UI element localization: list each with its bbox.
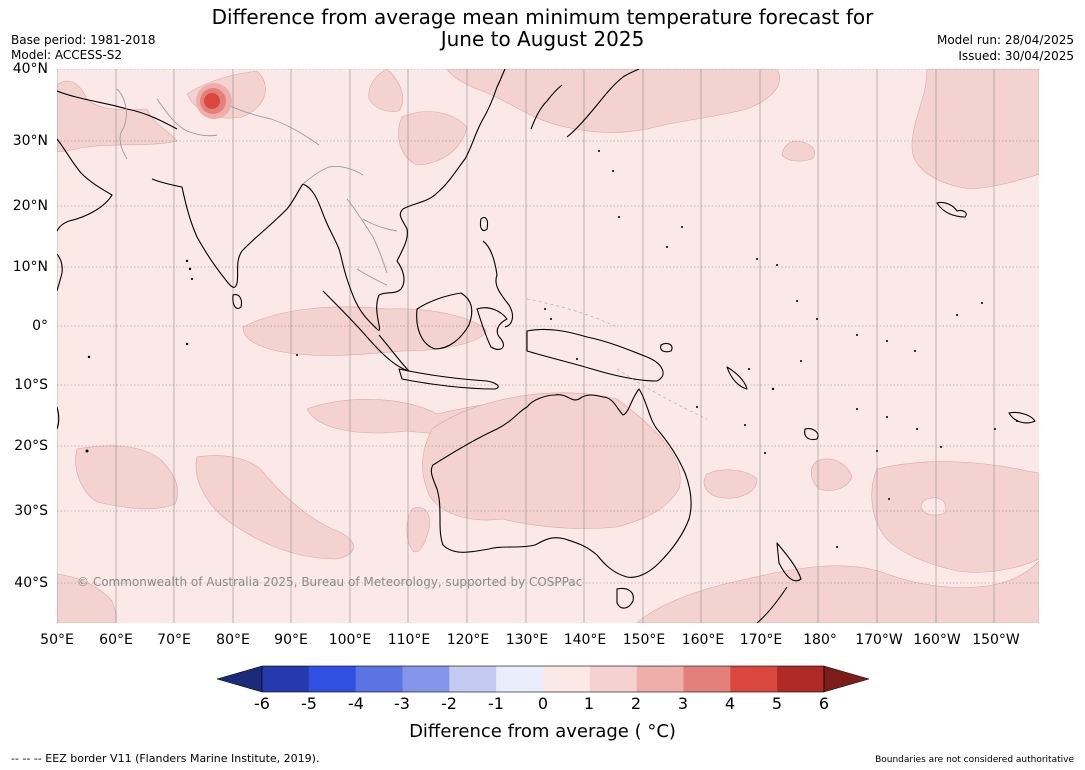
model-text: Model: ACCESS-S2 (11, 48, 123, 62)
colorbar-segment (355, 666, 403, 692)
lon-label: 60°E (99, 632, 133, 648)
colorbar-segment (308, 666, 357, 692)
lon-label: 70°E (157, 632, 191, 648)
lon-label: 140°E (563, 632, 607, 648)
lon-label: 170°W (855, 632, 903, 648)
graticule (57, 69, 1039, 584)
coastlines (57, 69, 1036, 623)
lat-label: 20°N (12, 198, 48, 214)
lon-label: 120°E (446, 632, 490, 648)
lon-label: 100°E (328, 632, 372, 648)
warm-hotspot (196, 83, 232, 119)
colorbar-tick: 1 (583, 694, 595, 713)
lat-label: 30°S (14, 503, 48, 519)
lon-label: 90°E (274, 632, 308, 648)
model-run-text: Model run: 28/04/2025 (936, 33, 1074, 47)
colorbar-outline (261, 665, 825, 693)
colorbar-tick: 4 (724, 694, 736, 713)
lon-label: 150°E (622, 632, 666, 648)
island-dots (85, 150, 1018, 548)
lat-label: 20°S (14, 438, 48, 454)
lon-label: 80°E (216, 632, 250, 648)
colorbar-segment (589, 666, 638, 692)
eez-borders (526, 298, 708, 420)
colorbar-segment (449, 666, 497, 692)
colorbar-tick: -1 (488, 694, 504, 713)
colorbar-segment (262, 666, 310, 692)
boundaries-disclaimer: Boundaries are not considered authoritat… (875, 755, 1074, 765)
colorbar-tick: -6 (254, 694, 270, 713)
lat-label: 10°N (12, 259, 48, 275)
colorbar-title: Difference from average ( °C) (409, 721, 676, 742)
colorbar-tick: -4 (348, 694, 364, 713)
map-title-line1: Difference from average mean minimum tem… (211, 5, 874, 29)
colorbar-segment (542, 666, 591, 692)
colorbar-segment (777, 666, 825, 692)
colorbar-extend-max (823, 665, 870, 693)
colorbar-tick: 5 (771, 694, 783, 713)
lon-label: 150°W (972, 632, 1020, 648)
forecast-map[interactable]: © Commonwealth of Australia 2025, Bureau… (57, 69, 1039, 623)
meridians (57, 69, 995, 623)
base-period-text: Base period: 1981-2018 (11, 33, 156, 47)
colorbar-segment (683, 666, 731, 692)
lon-label: 160°E (681, 632, 725, 648)
map-background (57, 69, 1039, 623)
colorbar-extend-min (216, 665, 263, 693)
colorbar-tick: -2 (441, 694, 457, 713)
lon-label: 50°E (40, 632, 74, 648)
lat-label: 30°N (12, 133, 48, 149)
lon-label: 170°E (739, 632, 783, 648)
map-title-line2: June to August 2025 (440, 27, 645, 51)
issued-text: Issued: 30/04/2025 (958, 49, 1074, 63)
colorbar-segment (402, 666, 450, 692)
colorbar-tick: 0 (537, 694, 549, 713)
colorbar-tick: 3 (677, 694, 689, 713)
lat-label: 10°S (14, 377, 48, 393)
country-borders (116, 88, 398, 286)
lon-label: 160°W (913, 632, 961, 648)
colorbar-segment (730, 666, 778, 692)
lon-label: 130°E (505, 632, 549, 648)
colorbar-segment (636, 666, 684, 692)
colorbar-tick: 6 (818, 694, 830, 713)
warm-anomaly-areas (57, 69, 1039, 623)
eez-note: -- -- -- EEZ border V11 (Flanders Marine… (11, 752, 320, 765)
colorbar-segment (496, 666, 544, 692)
colorbar (216, 665, 870, 693)
copyright-notice: © Commonwealth of Australia 2025, Bureau… (77, 575, 582, 589)
colorbar-tick: 2 (630, 694, 642, 713)
lon-label: 180° (803, 632, 837, 648)
colorbar-tick: -3 (394, 694, 410, 713)
lat-label: 40°N (12, 61, 48, 77)
colorbar-segments (216, 665, 870, 693)
lat-label: 0° (32, 318, 48, 334)
colorbar-tick: -5 (301, 694, 317, 713)
lon-label: 110°E (387, 632, 431, 648)
lat-label: 40°S (14, 575, 48, 591)
